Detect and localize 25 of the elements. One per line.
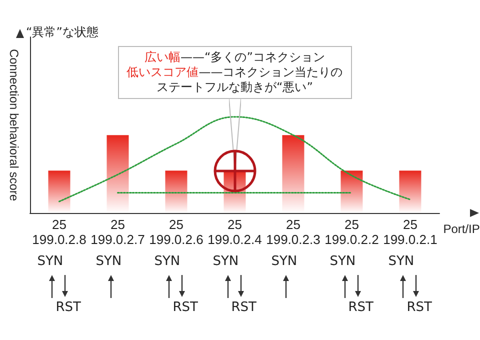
x-tick-label: 25 199.0.2.8 (32, 217, 86, 247)
y-axis-title: Connection behavioral score (7, 48, 21, 202)
text: SYN (96, 254, 122, 269)
text: ステートフルな動きが“悪い” (156, 80, 314, 95)
text: RST (56, 300, 81, 315)
x-tick-label: 25 199.0.2.2 (324, 217, 379, 247)
text: SYN (37, 254, 64, 269)
text: RST (348, 300, 374, 315)
text: “異常”な状態 (26, 24, 98, 41)
x-tick-label: 25 199.0.2.4 (208, 217, 262, 247)
x-tick-label: 25 199.0.2.7 (90, 217, 145, 247)
x-tick-label: 25 199.0.2.3 (266, 217, 320, 247)
x-tick-label: 25 199.0.2.1 (383, 217, 438, 247)
text: SYN (330, 254, 356, 269)
text: SYN (271, 254, 298, 269)
text: RST (406, 300, 432, 315)
text: 低いスコア値——コネクション当たりの (126, 64, 343, 80)
text: RST (231, 300, 256, 315)
x-tick-label: 25 199.0.2.6 (149, 217, 204, 247)
text: RST (172, 300, 198, 315)
text: 広い幅——“多くの”コネクション (144, 50, 326, 65)
text: SYN (212, 254, 239, 269)
text: SYN (388, 254, 414, 269)
text: SYN (154, 254, 180, 269)
x-axis-title: Port/IP (443, 222, 480, 236)
